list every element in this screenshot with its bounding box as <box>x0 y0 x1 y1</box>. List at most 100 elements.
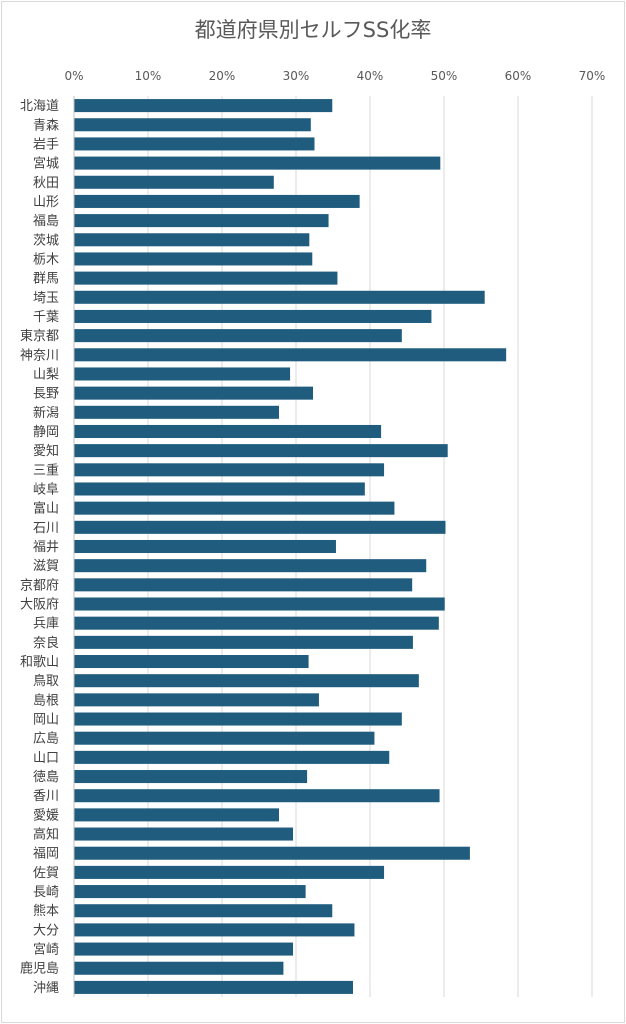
bar <box>74 942 294 956</box>
category-label: 青森 <box>33 118 59 133</box>
category-label: 高知 <box>33 827 59 843</box>
category-label: 神奈川 <box>20 348 59 363</box>
bar <box>74 194 360 208</box>
x-tick-label: 0% <box>64 69 83 83</box>
bar <box>74 808 279 822</box>
x-tick-label: 30% <box>283 69 310 83</box>
bar <box>74 770 308 784</box>
bar <box>74 482 365 496</box>
category-label: 岡山 <box>33 713 59 728</box>
x-tick-label: 60% <box>505 69 532 83</box>
bar <box>74 578 413 592</box>
category-label: 福岡 <box>33 847 59 862</box>
category-label: 秋田 <box>33 176 59 191</box>
category-label: 熊本 <box>33 903 59 919</box>
bar <box>74 980 353 994</box>
bar <box>74 923 355 937</box>
bar <box>74 635 413 649</box>
bar <box>74 309 432 323</box>
category-label: 群馬 <box>33 272 59 287</box>
category-label: 埼玉 <box>33 291 59 306</box>
category-label: 佐賀 <box>33 866 59 881</box>
category-label: 静岡 <box>33 425 59 440</box>
bar <box>74 865 385 879</box>
bar <box>74 290 485 304</box>
bar <box>74 597 445 611</box>
category-label: 長野 <box>33 387 59 402</box>
bar <box>74 846 470 860</box>
category-label: 宮城 <box>33 156 59 172</box>
category-label: 福島 <box>33 214 59 229</box>
bar <box>74 693 319 707</box>
category-label: 香川 <box>33 789 59 804</box>
bar <box>74 731 375 745</box>
bar <box>74 156 441 170</box>
category-label: 島根 <box>33 693 59 708</box>
category-label: 栃木 <box>33 252 59 267</box>
category-label: 愛媛 <box>33 808 59 823</box>
category-label: 和歌山 <box>20 655 59 670</box>
category-label: 山形 <box>33 195 59 210</box>
bar <box>74 99 333 113</box>
bar <box>74 904 333 918</box>
category-label: 徳島 <box>33 770 59 785</box>
category-label: 長崎 <box>33 885 59 900</box>
x-tick-label: 70% <box>579 69 606 83</box>
bar <box>74 961 284 975</box>
x-tick-label: 10% <box>135 69 162 83</box>
category-label: 岐阜 <box>33 481 59 497</box>
category-label: 広島 <box>33 732 59 747</box>
category-label: 沖縄 <box>33 981 59 996</box>
category-label: 奈良 <box>33 635 59 651</box>
bar <box>74 520 446 534</box>
bar <box>74 424 382 438</box>
bar <box>74 655 309 669</box>
category-label: 富山 <box>33 501 59 517</box>
category-label: 新潟 <box>33 405 59 421</box>
category-label: 岩手 <box>33 137 59 152</box>
category-label: 鳥取 <box>33 674 59 689</box>
category-label: 茨城 <box>33 233 59 248</box>
bar <box>74 348 507 362</box>
bar <box>74 444 448 458</box>
bar <box>74 367 291 381</box>
x-tick-label: 50% <box>431 69 458 83</box>
bar <box>74 386 314 400</box>
bar <box>74 712 402 726</box>
bar <box>74 501 395 515</box>
bar <box>74 271 338 285</box>
bar <box>74 559 427 573</box>
bar <box>74 616 439 630</box>
category-label: 福井 <box>33 540 59 555</box>
bar <box>74 118 311 132</box>
bar <box>74 233 310 247</box>
bar <box>74 405 279 419</box>
bar <box>74 463 385 477</box>
bar <box>74 137 315 151</box>
category-label: 京都府 <box>20 578 59 593</box>
category-label: 北海道 <box>20 99 59 114</box>
category-label: 大分 <box>33 923 59 938</box>
category-label: 兵庫 <box>33 617 59 632</box>
bar <box>74 674 419 688</box>
bar <box>74 252 313 266</box>
category-label: 山梨 <box>33 367 59 382</box>
category-label: 千葉 <box>33 310 59 325</box>
bar <box>74 329 402 343</box>
category-label: 宮崎 <box>33 942 59 958</box>
bar <box>74 175 274 189</box>
bar <box>74 827 294 841</box>
category-label: 三重 <box>33 462 59 478</box>
bar <box>74 539 336 554</box>
category-label: 鹿児島 <box>20 961 59 977</box>
category-label: 石川 <box>33 521 59 536</box>
bar <box>74 750 390 764</box>
bar <box>74 885 306 899</box>
category-label: 大阪府 <box>20 598 59 613</box>
category-label: 愛知 <box>33 443 59 459</box>
x-tick-label: 40% <box>357 69 384 83</box>
bar <box>74 789 440 803</box>
bar <box>74 214 329 228</box>
category-label: 山口 <box>33 751 59 766</box>
